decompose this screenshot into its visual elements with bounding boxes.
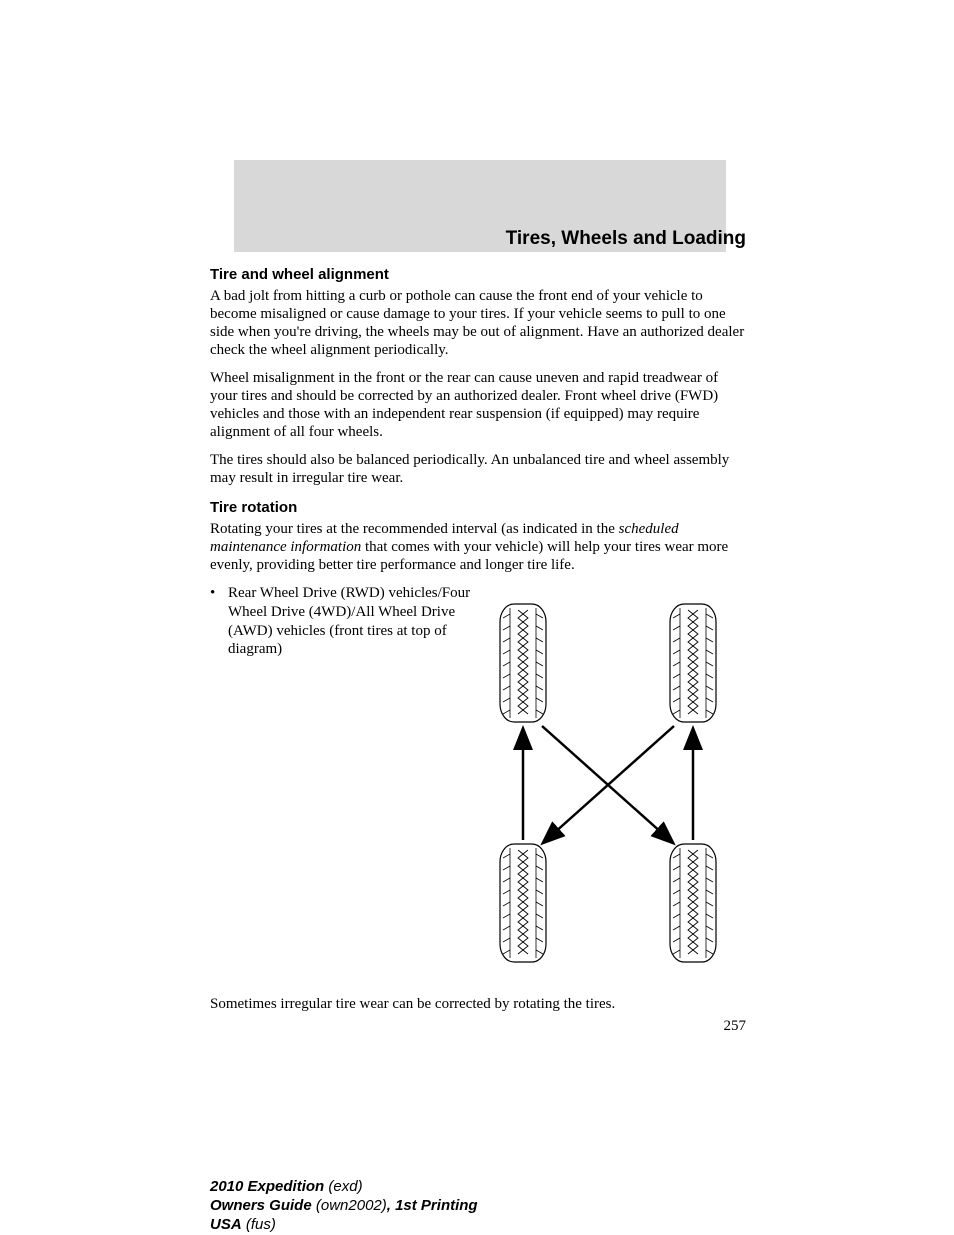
footer-code-2: (own2002) [312, 1197, 387, 1214]
arrow-front-left-to-rear-right-icon [542, 726, 672, 842]
subhead-rotation: Tire rotation [210, 499, 746, 516]
footer-region: USA [210, 1216, 242, 1233]
tire-rear-left-icon [500, 844, 546, 962]
tire-front-left-icon [500, 604, 546, 722]
bullet-text-1: Rear Wheel Drive (RWD) vehicles/Four Whe… [228, 584, 478, 659]
arrow-front-right-to-rear-left-icon [544, 726, 674, 842]
paragraph-4: Rotating your tires at the recommended i… [210, 520, 746, 574]
paragraph-3: The tires should also be balanced period… [210, 451, 746, 487]
footer-printing: , 1st Printing [387, 1197, 478, 1214]
tire-front-right-icon [670, 604, 716, 722]
section-title: Tires, Wheels and Loading [210, 228, 746, 250]
subhead-alignment: Tire and wheel alignment [210, 266, 746, 283]
footer-code-1: (exd) [324, 1178, 362, 1195]
paragraph-1: A bad jolt from hitting a curb or pothol… [210, 287, 746, 359]
paragraph-5: Sometimes irregular tire wear can be cor… [210, 995, 746, 1013]
footer-guide: Owners Guide [210, 1197, 312, 1214]
tire-rear-right-icon [670, 844, 716, 962]
footer-code-3: (fus) [242, 1216, 276, 1233]
bullet-marker: • [210, 584, 228, 603]
footer-vehicle: 2010 Expedition [210, 1178, 324, 1195]
tire-rotation-diagram [470, 594, 750, 964]
footer-line-1: 2010 Expedition (exd) [210, 1178, 478, 1197]
footer-line-3: USA (fus) [210, 1216, 478, 1235]
para4-part-a: Rotating your tires at the recommended i… [210, 521, 619, 537]
footer-block: 2010 Expedition (exd) Owners Guide (own2… [210, 1178, 478, 1234]
paragraph-2: Wheel misalignment in the front or the r… [210, 369, 746, 441]
footer-line-2: Owners Guide (own2002), 1st Printing [210, 1197, 478, 1216]
page-number: 257 [210, 1018, 746, 1035]
